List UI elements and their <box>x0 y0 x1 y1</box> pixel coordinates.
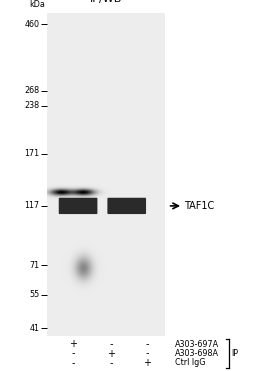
Text: -: - <box>145 349 149 358</box>
Text: TAF1C: TAF1C <box>184 201 215 211</box>
Text: -: - <box>71 358 75 368</box>
Bar <box>47 13 165 336</box>
Text: kDa: kDa <box>29 0 45 9</box>
Text: -: - <box>110 358 113 368</box>
Text: 238: 238 <box>25 101 40 110</box>
Text: 41: 41 <box>30 324 40 333</box>
Text: -: - <box>71 349 75 358</box>
Text: A303-697A: A303-697A <box>175 340 219 349</box>
Text: +: + <box>143 358 151 368</box>
Text: IP/WB: IP/WB <box>90 0 122 4</box>
Text: +: + <box>107 349 115 358</box>
FancyBboxPatch shape <box>108 198 146 214</box>
Text: IP: IP <box>232 349 239 358</box>
Text: +: + <box>69 339 77 349</box>
Text: 268: 268 <box>25 86 40 95</box>
FancyBboxPatch shape <box>59 198 97 214</box>
Text: -: - <box>145 339 149 349</box>
Text: 171: 171 <box>25 150 40 158</box>
Text: 71: 71 <box>29 261 40 270</box>
Bar <box>50 17 163 332</box>
Text: -: - <box>110 339 113 349</box>
Text: Ctrl IgG: Ctrl IgG <box>175 358 206 367</box>
Text: 117: 117 <box>25 201 40 210</box>
Text: 55: 55 <box>29 290 40 299</box>
Text: 460: 460 <box>25 20 40 29</box>
Text: A303-698A: A303-698A <box>175 349 219 358</box>
